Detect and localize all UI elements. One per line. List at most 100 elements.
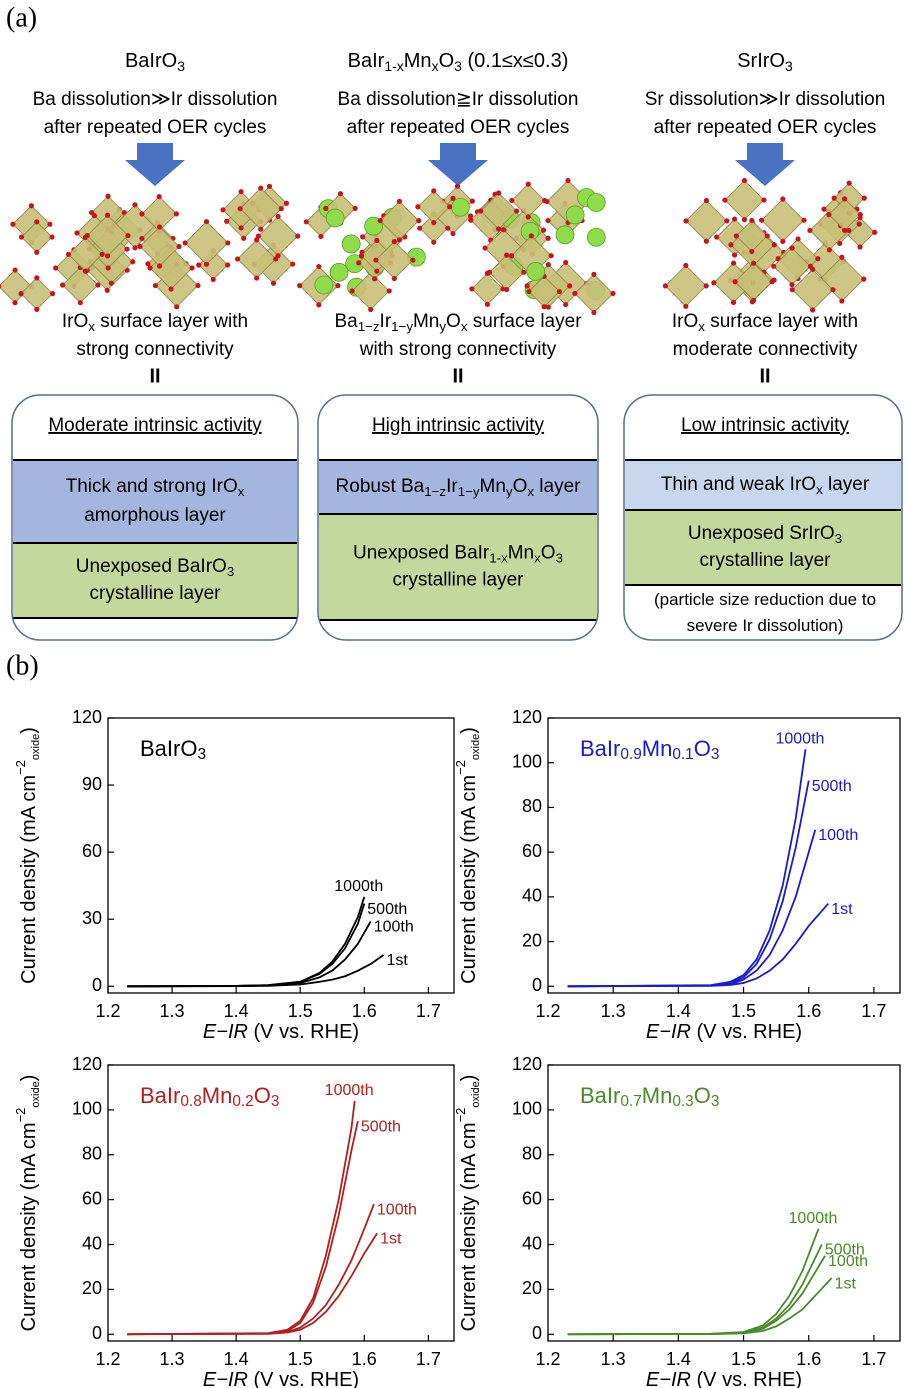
text-run: 3 [271,1093,280,1110]
text-run: moderate connectivity [673,339,858,360]
oxygen-atom [730,299,737,306]
text-run: SrIrO [737,50,785,72]
curve [567,1244,823,1336]
oxygen-atom [156,224,163,230]
text-run: 3 [785,58,793,74]
oxygen-atom [234,256,241,262]
text-run: 3 [454,58,462,74]
oxygen-atom [572,290,578,297]
oxygen-atom [241,235,247,241]
oxygen-atom [258,185,264,191]
oxygen-atom [856,221,862,227]
x-tick-label: 1.5 [731,1349,756,1369]
text-run: Mn [404,50,432,72]
oxygen-atom [795,236,801,242]
equals-sign: II [452,365,463,387]
surface-text: with strong connectivity [359,339,557,360]
text-run: −2 [13,1108,28,1123]
oxygen-atom [386,288,392,294]
curve [567,749,807,988]
oxygen-atom [258,226,264,232]
x-tick-label: 1.3 [601,1349,626,1369]
oxygen-atom [514,208,520,214]
text-run: Robust Ba [336,476,425,497]
oxygen-atom [826,212,832,218]
curve-label: 1000th [334,878,383,895]
text-run: BaIrO [140,736,197,761]
curve-label: 500th [812,778,852,795]
text-run: 1−z [424,484,446,499]
text-run: x [534,550,541,565]
text-run: surface layer [467,311,582,332]
curve-label: 100th [818,827,858,844]
dissolution-text: Ba dissolution≫Ir dissolution [33,89,278,110]
oxygen-atom [416,218,422,224]
oxygen-atom [857,244,863,250]
text-run: after repeated OER cycles [347,117,570,138]
arrow [428,143,488,186]
y-axis-label: Current density (mA cm−2oxide) [453,1075,481,1332]
oxygen-atom [396,237,403,243]
curve [567,1255,826,1336]
octahedron [724,179,765,221]
x-tick-label: 1.4 [224,1349,249,1369]
y-axis-label: Current density (mA cm−2oxide) [453,727,481,984]
x-axis-label: E−IR (V vs. RHE) [646,1369,802,1388]
oxygen-atom [18,234,25,240]
oxygen-atom [496,226,502,232]
text-run: crystalline layer [700,550,832,571]
oxygen-atom [780,238,786,245]
chart-title: BaIr0.9Mn0.1O3 [580,736,719,763]
oxygen-atom [732,252,738,258]
layer-bottom [319,514,597,620]
oxygen-atom [10,221,16,227]
text-run: O [694,736,711,761]
oxygen-atom [521,269,527,275]
oxygen-atom [255,233,262,239]
y-tick-label: 120 [72,707,102,727]
x-tick-label: 1.6 [796,1001,821,1021]
y-tick-label: 20 [522,930,542,950]
curve-label: 100th [374,919,414,936]
text-run: x [527,484,534,499]
plot-frame [107,717,455,994]
oxygen-atom [545,304,552,310]
oxygen-atom [47,221,53,227]
text-run: Mn [508,543,534,564]
text-run: −2 [453,1108,468,1123]
x-tick-label: 1.7 [861,1349,886,1369]
layer-text: crystalline layer [393,570,525,591]
oxygen-atom [541,304,547,310]
oxygen-atom [145,261,151,267]
text-run: 3 [711,746,720,763]
text-run: x [88,319,95,334]
activity-title: Low intrinsic activity [681,415,849,436]
oxygen-atom [254,275,260,281]
note-text: (particle size reduction due to [654,590,876,609]
oxygen-atom [108,280,114,286]
oxygen-atom [152,282,159,289]
oxygen-atom [105,265,111,271]
text-run: after repeated OER cycles [654,117,877,138]
x-tick-label: 1.6 [352,1001,377,1021]
oxygen-atom [275,253,281,259]
text-run: IrO [672,311,698,332]
oxygen-atom [545,217,551,224]
equals-sign: II [149,365,160,387]
oxygen-atom [275,213,281,220]
text-run: oxide [470,1081,482,1107]
oxygen-atom [316,263,322,270]
text-run: 0.9 [620,746,641,763]
curve [567,780,810,988]
layer-top [625,460,901,510]
oxygen-atom [447,204,453,210]
y-tick-label: 0 [532,1323,542,1343]
curve [127,1100,356,1336]
oxygen-atom [450,230,456,237]
y-tick-label: 100 [72,1099,102,1119]
oxygen-atom [769,279,775,285]
text-run: oxide [470,734,482,760]
oxygen-atom [139,211,145,217]
y-tick-label: 120 [512,707,542,727]
activity-title: High intrinsic activity [372,415,545,436]
